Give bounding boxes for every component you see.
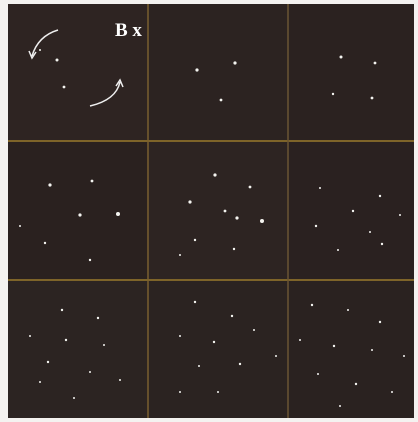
spot xyxy=(339,405,341,407)
spot xyxy=(403,355,405,357)
spot xyxy=(355,383,357,385)
spot xyxy=(91,180,94,183)
spot xyxy=(217,391,219,393)
spot xyxy=(233,61,236,64)
spot xyxy=(65,339,67,341)
spot xyxy=(332,93,334,95)
spot xyxy=(47,361,49,363)
spot xyxy=(337,249,339,251)
spot xyxy=(213,341,215,343)
spot xyxy=(44,242,46,244)
spot xyxy=(179,254,181,256)
panel xyxy=(149,142,287,279)
spot xyxy=(194,301,196,303)
spot xyxy=(179,335,181,337)
spot xyxy=(188,200,191,203)
panel xyxy=(289,4,414,140)
spot xyxy=(220,99,223,102)
spot xyxy=(311,304,313,306)
spot xyxy=(39,49,41,51)
spot xyxy=(249,186,252,189)
spot xyxy=(195,68,198,71)
spot xyxy=(340,56,343,59)
spot xyxy=(179,391,181,393)
spot xyxy=(352,210,354,212)
spot xyxy=(399,214,401,216)
spot xyxy=(89,259,91,261)
spot xyxy=(374,62,377,65)
spot xyxy=(347,309,349,311)
spot xyxy=(48,183,51,186)
spot xyxy=(299,339,301,341)
spot xyxy=(194,239,196,241)
panel xyxy=(8,281,147,418)
panel xyxy=(8,142,147,279)
panel xyxy=(149,4,287,140)
spot xyxy=(103,344,105,346)
spot xyxy=(78,213,81,216)
spot xyxy=(213,173,216,176)
panel xyxy=(289,142,414,279)
spot xyxy=(371,97,374,100)
page: B x (() => { const data = JSON.parse(doc… xyxy=(0,0,418,422)
spot xyxy=(379,321,381,323)
figure: B x xyxy=(0,0,418,422)
panel xyxy=(149,281,287,418)
spot xyxy=(56,59,59,62)
spot xyxy=(29,335,31,337)
spot xyxy=(381,243,383,245)
spot xyxy=(317,373,319,375)
figure-label: B x xyxy=(115,20,142,41)
spot xyxy=(319,187,321,189)
spot xyxy=(260,219,264,223)
spot xyxy=(61,309,63,311)
spot xyxy=(73,397,75,399)
spot xyxy=(224,210,227,213)
spot xyxy=(275,355,277,357)
spot xyxy=(97,317,99,319)
spot xyxy=(231,315,233,317)
spot xyxy=(235,216,238,219)
spot xyxy=(63,86,66,89)
spot xyxy=(19,225,21,227)
spot xyxy=(315,225,317,227)
spot xyxy=(253,329,255,331)
spot xyxy=(369,231,371,233)
spot xyxy=(233,248,235,250)
spot xyxy=(39,381,41,383)
spot xyxy=(379,195,381,197)
spot xyxy=(119,379,121,381)
spot xyxy=(239,363,241,365)
spot xyxy=(116,212,120,216)
spot xyxy=(371,349,373,351)
spot xyxy=(333,345,335,347)
spot xyxy=(391,391,393,393)
spot xyxy=(198,365,200,367)
spot xyxy=(89,371,91,373)
panel xyxy=(289,281,414,418)
